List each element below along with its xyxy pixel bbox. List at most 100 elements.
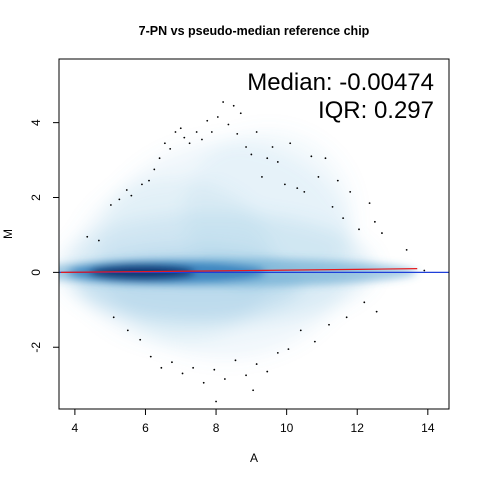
outlier-point — [174, 131, 177, 133]
outlier-point — [324, 157, 327, 160]
outlier-point — [276, 161, 279, 163]
x-tick-label: 10 — [280, 421, 294, 435]
y-tick-label: 4 — [29, 119, 43, 126]
outlier-point — [252, 389, 255, 392]
outlier-point — [336, 179, 339, 182]
y-tick-label: 2 — [29, 194, 43, 201]
outlier-point — [223, 378, 226, 380]
outlier-point — [313, 340, 316, 343]
y-axis-label: M — [1, 229, 15, 239]
outlier-point — [245, 146, 247, 148]
outlier-point — [266, 157, 269, 160]
outlier-point — [86, 235, 89, 238]
loess-curve — [60, 268, 418, 273]
outlier-point — [153, 168, 156, 171]
outlier-point — [118, 198, 121, 201]
outlier-point — [331, 205, 334, 208]
outlier-point — [287, 348, 290, 351]
outlier-point — [141, 183, 143, 186]
outlier-point — [202, 381, 205, 384]
outlier-point — [358, 228, 360, 231]
outlier-point — [97, 239, 100, 242]
outlier-point — [266, 370, 269, 373]
density-halo — [59, 130, 375, 359]
outlier-point — [179, 127, 182, 130]
outlier-point — [236, 132, 239, 135]
outlier-point — [148, 179, 150, 182]
trend-lines — [59, 268, 449, 273]
outlier-point — [234, 359, 237, 362]
outlier-point — [381, 232, 383, 234]
outlier-point — [181, 372, 184, 375]
outlier-point — [171, 361, 173, 364]
outlier-point — [328, 323, 330, 326]
outlier-point — [125, 189, 128, 191]
outlier-point — [342, 217, 345, 219]
outlier-point — [109, 204, 112, 206]
y-tick-label: 0 — [29, 269, 43, 276]
outlier-point — [310, 155, 313, 158]
outlier-point — [255, 363, 258, 365]
outlier-point — [192, 366, 195, 369]
x-axis: 4 6 8 10 12 14 — [72, 409, 435, 435]
density-cloud — [59, 130, 418, 359]
outlier-point — [375, 310, 378, 313]
outlier-point — [213, 368, 216, 371]
outlier-point — [283, 183, 286, 186]
outlier-point — [239, 112, 242, 115]
outlier-point — [158, 157, 161, 160]
outlier-point — [183, 136, 186, 139]
outlier-point — [296, 187, 299, 190]
outlier-point — [349, 190, 352, 193]
outlier-point — [206, 119, 209, 122]
x-tick-label: 4 — [72, 421, 79, 435]
y-axis: -2 0 2 4 — [29, 119, 59, 353]
outlier-point — [345, 316, 348, 319]
outlier-point — [232, 104, 235, 107]
outlier-point — [130, 194, 133, 197]
outlier-point — [303, 190, 306, 193]
x-axis-label: A — [250, 451, 258, 465]
x-tick-label: 12 — [351, 421, 365, 435]
outlier-point — [363, 301, 366, 304]
y-tick-label: -2 — [29, 342, 43, 353]
outlier-points — [86, 101, 426, 403]
outlier-point — [163, 142, 166, 145]
outlier-point — [112, 316, 115, 319]
outlier-point — [126, 329, 129, 332]
outlier-point — [423, 269, 426, 272]
median-annotation: Median: -0.00474 — [247, 69, 434, 96]
outlier-point — [195, 131, 198, 133]
outlier-point — [368, 202, 371, 205]
outlier-point — [261, 176, 263, 178]
plot-frame — [58, 58, 450, 410]
x-tick-label: 14 — [421, 421, 435, 435]
outlier-point — [276, 351, 279, 354]
outlier-point — [149, 355, 152, 358]
x-tick-label: 8 — [213, 421, 220, 435]
outlier-point — [250, 153, 253, 156]
outlier-point — [289, 142, 292, 145]
outlier-point — [227, 123, 230, 126]
outlier-point — [215, 400, 217, 403]
outlier-point — [299, 329, 302, 332]
outlier-point — [317, 176, 320, 178]
outlier-point — [160, 366, 163, 369]
outlier-point — [373, 220, 376, 223]
outlier-point — [216, 116, 219, 118]
outlier-point — [169, 147, 172, 150]
outlier-point — [201, 138, 203, 141]
outlier-point — [210, 131, 213, 133]
chart-title: 7-PN vs pseudo-median reference chip — [139, 24, 370, 38]
x-tick-label: 6 — [142, 421, 149, 435]
outlier-point — [188, 142, 191, 145]
iqr-annotation: IQR: 0.297 — [318, 97, 434, 124]
outlier-point — [271, 146, 274, 148]
outlier-point — [222, 101, 225, 103]
outlier-point — [245, 374, 247, 377]
outlier-point — [255, 131, 258, 133]
outlier-point — [405, 249, 408, 251]
outlier-point — [139, 338, 142, 341]
